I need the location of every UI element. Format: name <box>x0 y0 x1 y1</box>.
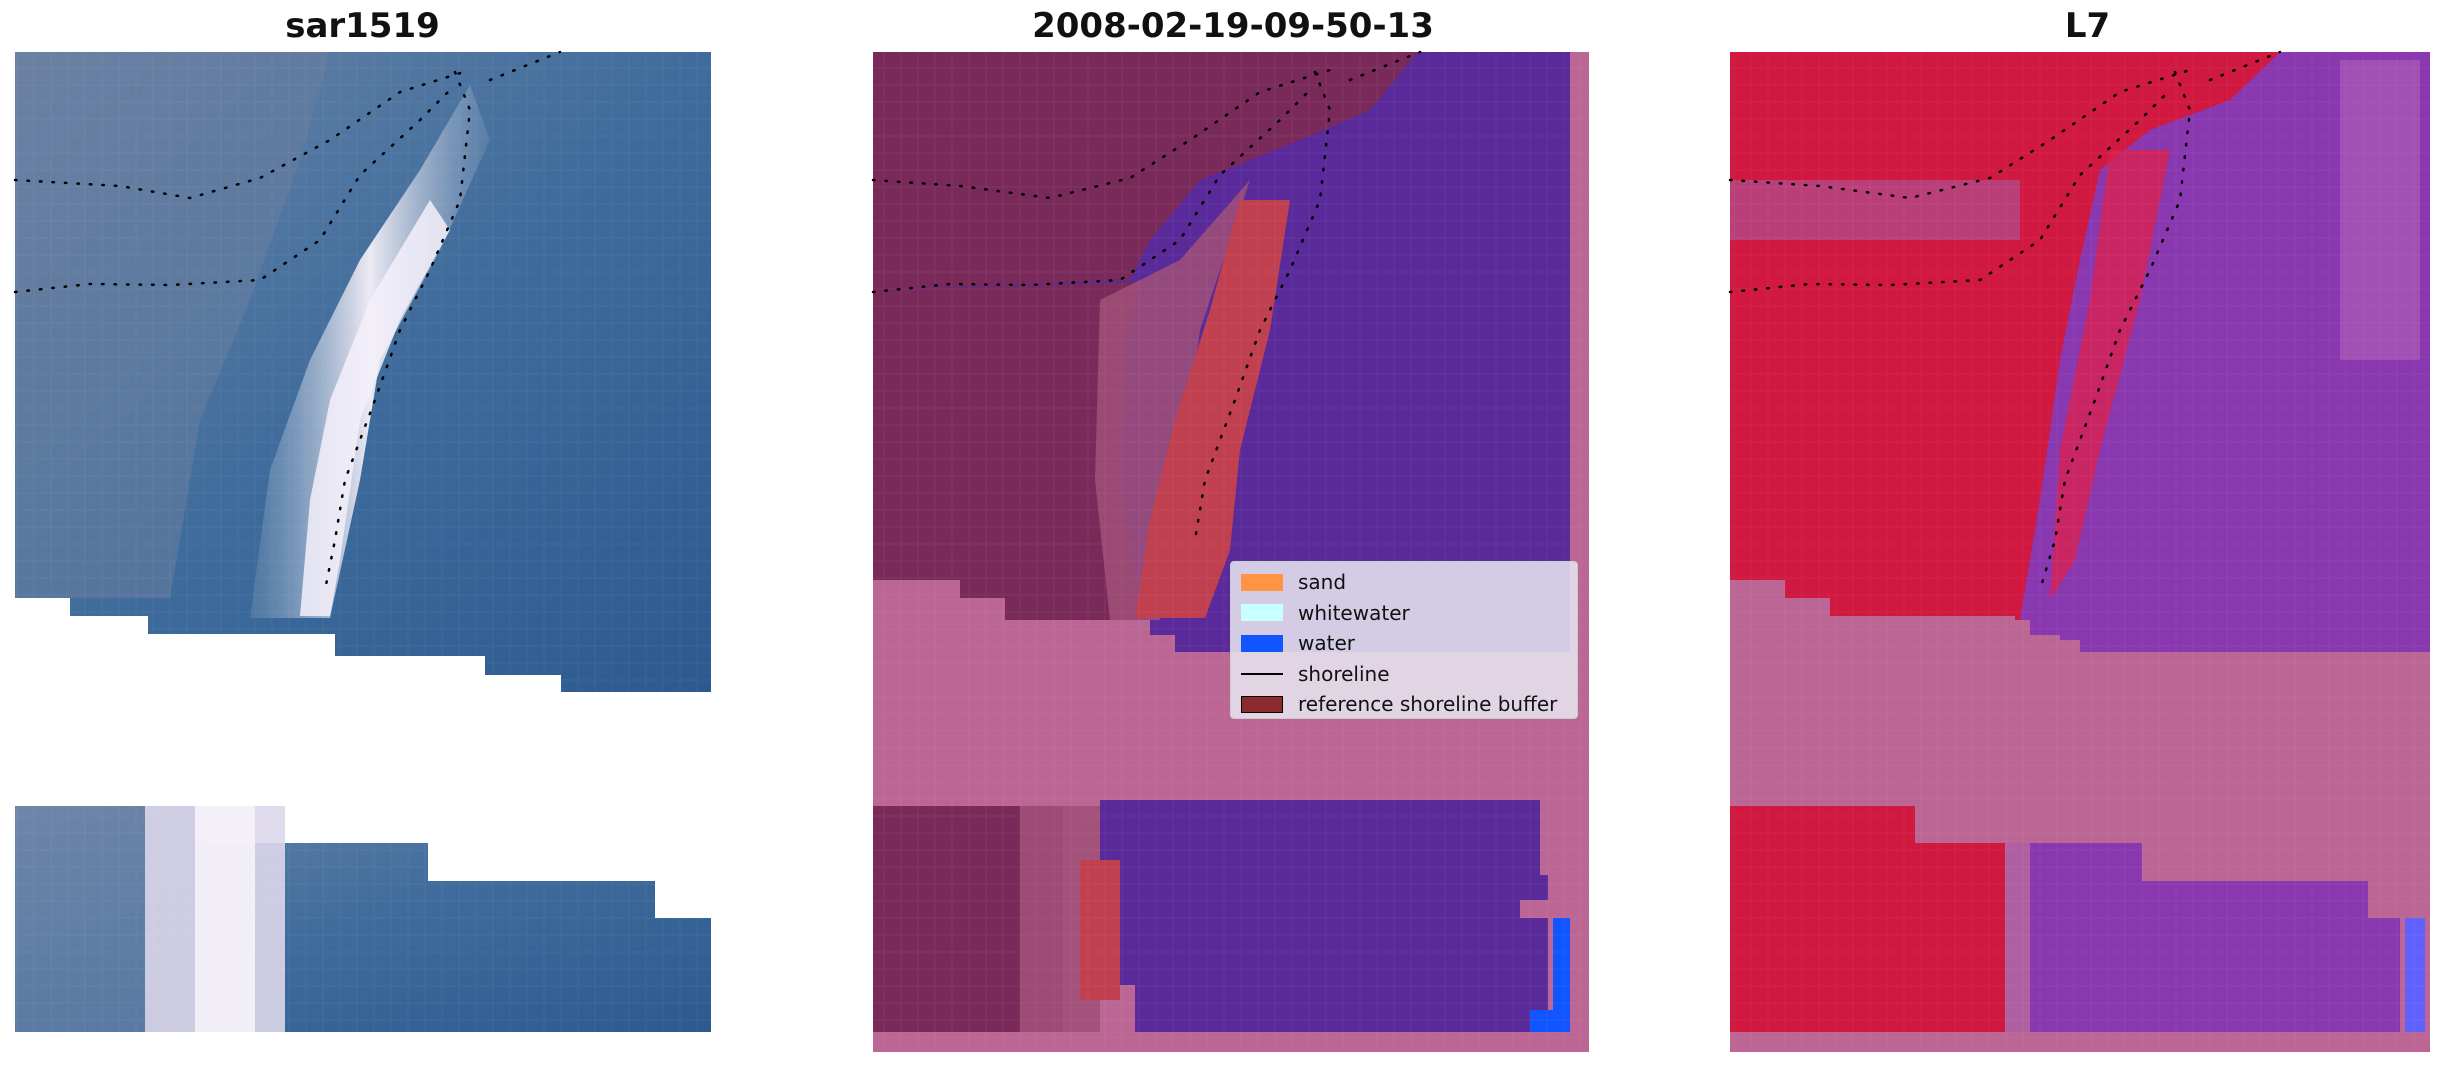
legend-swatch-reference-buffer <box>1241 695 1283 713</box>
panel-title-l7: L7 <box>2064 6 2111 46</box>
legend-item-water: water <box>1241 628 1567 659</box>
l7-image <box>1730 52 2430 1052</box>
panel-title-classification: 2008-02-19-09-50-13 <box>1032 6 1434 46</box>
legend-swatch-sand <box>1241 573 1283 591</box>
legend-item-whitewater: whitewater <box>1241 598 1567 629</box>
legend-label: reference shoreline buffer <box>1298 692 1558 717</box>
legend-swatch-water <box>1241 634 1283 652</box>
legend-item-reference-buffer: reference shoreline buffer <box>1241 689 1567 720</box>
rgb-image <box>15 52 711 1032</box>
legend-item-shoreline: shoreline <box>1241 659 1567 690</box>
legend-label: sand <box>1298 570 1347 595</box>
panel-title-rgb: sar1519 <box>285 6 440 46</box>
legend-label: water <box>1298 631 1355 656</box>
legend: sand whitewater water shoreline referenc… <box>1230 561 1578 719</box>
legend-item-sand: sand <box>1241 567 1567 598</box>
shoreline-dots <box>13 50 2282 592</box>
legend-label: shoreline <box>1298 661 1390 686</box>
legend-label: whitewater <box>1298 600 1410 625</box>
legend-swatch-whitewater <box>1241 604 1283 622</box>
classification-image <box>873 52 1589 1052</box>
legend-swatch-shoreline <box>1241 672 1283 675</box>
